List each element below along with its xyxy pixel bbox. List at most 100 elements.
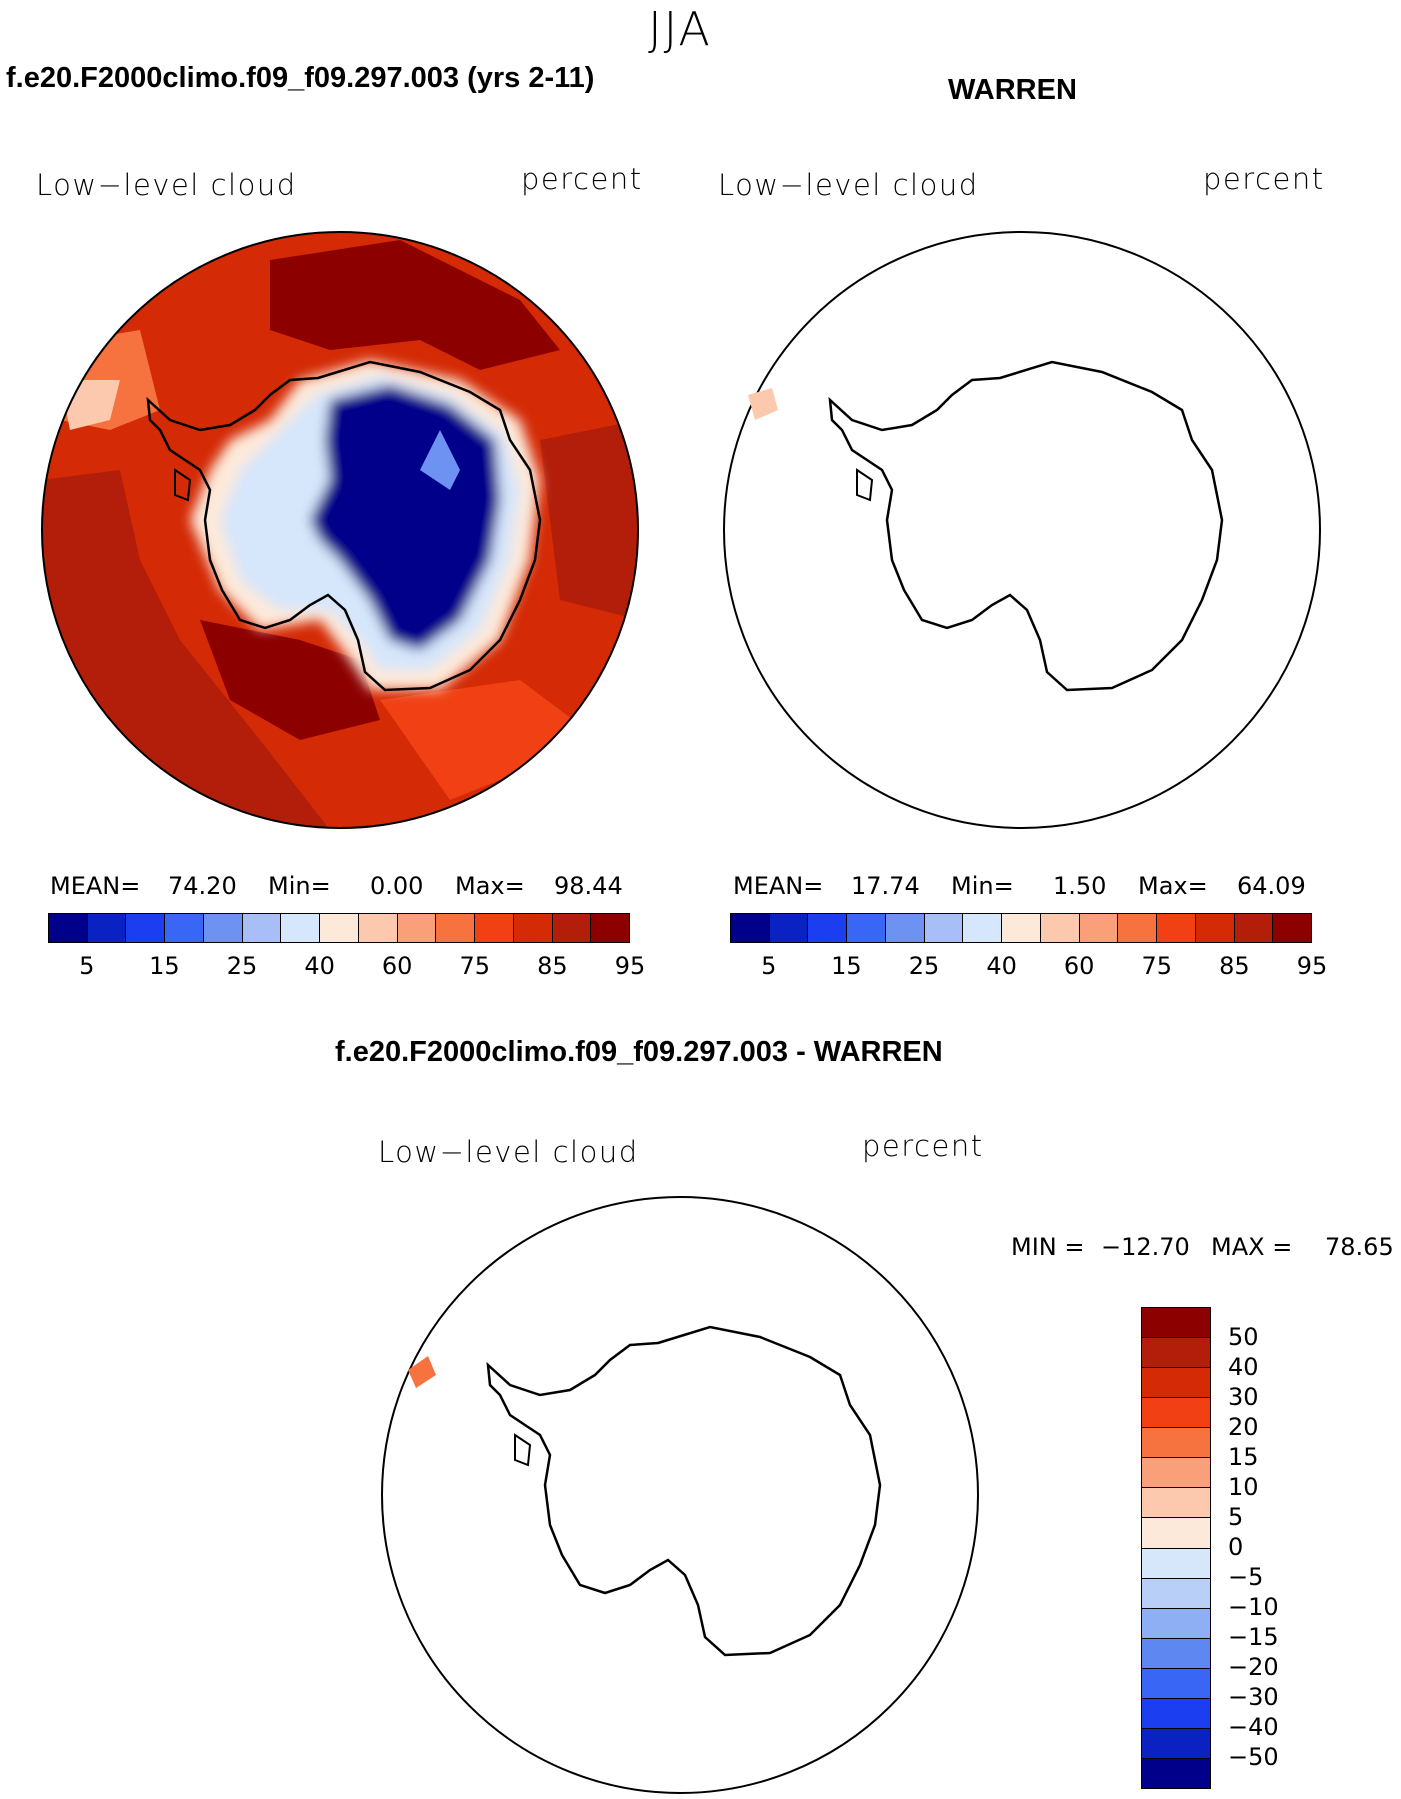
colorbar-swatch bbox=[1142, 1578, 1210, 1609]
colorbar-swatch bbox=[591, 914, 630, 942]
colorbar-tick-label: 40 bbox=[304, 952, 335, 980]
colorbar-swatch bbox=[1142, 1758, 1210, 1788]
colorbar-tick-label: 40 bbox=[986, 952, 1017, 980]
panel1-colorbar bbox=[48, 913, 630, 943]
colorbar-tick-label: −20 bbox=[1228, 1653, 1279, 1681]
colorbar-swatch bbox=[1234, 914, 1274, 942]
panel2-min-label: Min= bbox=[951, 872, 1014, 900]
colorbar-swatch bbox=[281, 914, 321, 942]
colorbar-swatch bbox=[1273, 914, 1312, 942]
colorbar-swatch bbox=[552, 914, 592, 942]
colorbar-swatch bbox=[847, 914, 886, 942]
season-title: JJA bbox=[648, 2, 712, 56]
colorbar-swatch bbox=[1142, 1518, 1210, 1549]
panel1-max-value: 98.44 bbox=[554, 872, 623, 900]
colorbar-tick-label: −15 bbox=[1228, 1623, 1279, 1651]
colorbar-tick-label: 5 bbox=[79, 952, 95, 980]
colorbar-tick-label: 60 bbox=[1063, 952, 1095, 980]
panel2-units-label: percent bbox=[1203, 162, 1325, 196]
colorbar-tick-label: 5 bbox=[1228, 1503, 1244, 1531]
colorbar-swatch bbox=[126, 914, 166, 942]
colorbar-swatch bbox=[1142, 1338, 1210, 1369]
colorbar-tick-label: 20 bbox=[1228, 1413, 1259, 1441]
colorbar-swatch bbox=[1002, 914, 1041, 942]
colorbar-tick-label: −50 bbox=[1228, 1743, 1279, 1771]
panel2-title: WARREN bbox=[948, 74, 1077, 106]
colorbar-swatch bbox=[1142, 1398, 1210, 1429]
colorbar-swatch bbox=[1118, 914, 1158, 942]
diff-variable-label: Low−level cloud bbox=[378, 1135, 639, 1169]
colorbar-tick-label: 85 bbox=[537, 952, 568, 980]
colorbar-tick-label: 75 bbox=[1141, 952, 1173, 980]
colorbar-swatch bbox=[769, 914, 809, 942]
diff-min-label: MIN = bbox=[1011, 1233, 1085, 1261]
panel1-max-label: Max= bbox=[455, 872, 525, 900]
colorbar-swatch bbox=[475, 914, 514, 942]
colorbar-tick-label: 85 bbox=[1219, 952, 1250, 980]
colorbar-swatch bbox=[1142, 1368, 1210, 1399]
colorbar-swatch bbox=[1142, 1728, 1210, 1759]
panel1-min-label: Min= bbox=[268, 872, 331, 900]
diff-panel-title: f.e20.F2000climo.f09_f09.297.003 - WARRE… bbox=[335, 1036, 943, 1068]
colorbar-tick-label: 75 bbox=[459, 952, 491, 980]
colorbar-swatch bbox=[1195, 914, 1235, 942]
diff-units-label: percent bbox=[862, 1129, 984, 1163]
colorbar-swatch bbox=[513, 914, 553, 942]
colorbar-tick-label: 60 bbox=[381, 952, 413, 980]
colorbar-swatch bbox=[1142, 1638, 1210, 1669]
colorbar-swatch bbox=[1142, 1488, 1210, 1519]
panel1-mean-label: MEAN= bbox=[50, 872, 141, 900]
panel1-mean-value: 74.20 bbox=[168, 872, 237, 900]
colorbar-tick-label: 95 bbox=[614, 952, 646, 980]
colorbar-tick-label: 0 bbox=[1228, 1533, 1244, 1561]
colorbar-swatch bbox=[436, 914, 476, 942]
colorbar-tick-label: 10 bbox=[1228, 1473, 1259, 1501]
colorbar-tick-label: 15 bbox=[1228, 1443, 1259, 1471]
colorbar-swatch bbox=[1142, 1668, 1210, 1699]
colorbar-tick-label: 5 bbox=[761, 952, 777, 980]
colorbar-swatch bbox=[963, 914, 1003, 942]
colorbar-swatch bbox=[1040, 914, 1080, 942]
colorbar-swatch bbox=[397, 914, 437, 942]
colorbar-tick-label: −5 bbox=[1228, 1563, 1264, 1591]
colorbar-swatch bbox=[1142, 1308, 1210, 1339]
colorbar-swatch bbox=[1142, 1458, 1210, 1489]
colorbar-tick-label: 40 bbox=[1228, 1353, 1259, 1381]
colorbar-swatch bbox=[1157, 914, 1196, 942]
colorbar-swatch bbox=[808, 914, 848, 942]
panel2-max-label: Max= bbox=[1138, 872, 1208, 900]
colorbar-swatch bbox=[242, 914, 282, 942]
colorbar-tick-label: 95 bbox=[1296, 952, 1328, 980]
colorbar-swatch bbox=[1142, 1428, 1210, 1459]
diff-max-label: MAX = bbox=[1211, 1233, 1293, 1261]
panel2-max-value: 64.09 bbox=[1237, 872, 1306, 900]
colorbar-swatch bbox=[1079, 914, 1119, 942]
colorbar-swatch bbox=[165, 914, 204, 942]
panel2-colorbar bbox=[730, 913, 1312, 943]
colorbar-swatch bbox=[49, 914, 88, 942]
panel1-units-label: percent bbox=[521, 162, 643, 196]
colorbar-tick-label: −10 bbox=[1228, 1593, 1279, 1621]
diff-colorbar-ticks: 50 40 30 20 15 10 5 0 −5 −10 −15 −20 −30 −40 −50 bbox=[1228, 1307, 1308, 1787]
colorbar-swatch bbox=[203, 914, 243, 942]
diff-min-value: −12.70 bbox=[1101, 1233, 1190, 1261]
panel2-variable-label: Low−level cloud bbox=[718, 168, 979, 202]
colorbar-swatch bbox=[320, 914, 359, 942]
colorbar-swatch bbox=[924, 914, 964, 942]
panel2-min-value: 1.50 bbox=[1053, 872, 1107, 900]
diff-colorbar bbox=[1141, 1307, 1211, 1789]
colorbar-tick-label: −30 bbox=[1228, 1683, 1279, 1711]
colorbar-swatch bbox=[1142, 1548, 1210, 1579]
colorbar-tick-label: 50 bbox=[1228, 1323, 1259, 1351]
diff-max-value: 78.65 bbox=[1325, 1233, 1394, 1261]
colorbar-tick-label: 25 bbox=[226, 952, 258, 980]
colorbar-tick-label: 15 bbox=[831, 952, 862, 980]
colorbar-swatch bbox=[731, 914, 770, 942]
colorbar-tick-label: 30 bbox=[1228, 1383, 1259, 1411]
colorbar-swatch bbox=[1142, 1698, 1210, 1729]
colorbar-tick-label: 25 bbox=[908, 952, 940, 980]
colorbar-swatch bbox=[87, 914, 127, 942]
